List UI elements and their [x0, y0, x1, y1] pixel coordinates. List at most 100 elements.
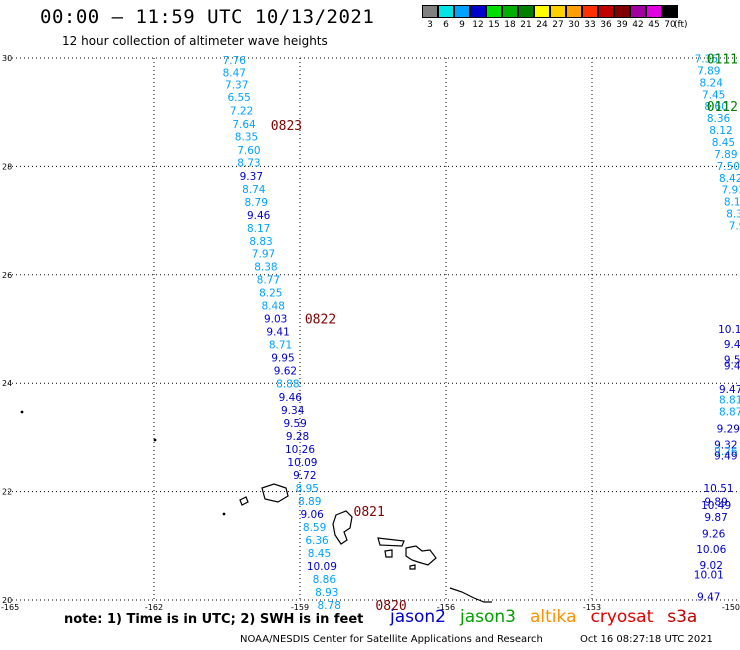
- wave-height-value: 9.72: [293, 470, 316, 482]
- legend-swatch: [422, 5, 438, 18]
- pass-time-label: 0112: [707, 100, 738, 115]
- wave-height-value: 9.34: [281, 405, 305, 417]
- wave-height-value: 9.28: [286, 431, 309, 443]
- wave-height-value: 9.26: [702, 528, 726, 540]
- wave-height-value: 10.01: [694, 570, 724, 582]
- wave-height-value: 6.55: [227, 92, 250, 104]
- island-hawaii: [449, 587, 492, 603]
- page-subtitle: 12 hour collection of altimeter wave hei…: [62, 34, 328, 48]
- legend-bin: 18: [502, 5, 518, 31]
- lon-tick-label: -156: [437, 603, 455, 612]
- wave-height-value: 10.26: [285, 444, 315, 456]
- wave-height-value: 8.45: [308, 548, 331, 560]
- footer-note: note: 1) Time is in UTC; 2) SWH is in fe…: [64, 612, 364, 627]
- pass-time-label: 0820: [375, 599, 406, 614]
- wave-height-value: 7.35: [695, 54, 718, 66]
- wave-height-value: 8.24: [700, 77, 724, 89]
- wave-height-value: 8.48: [262, 301, 285, 313]
- mission-label: jason2: [390, 607, 446, 627]
- legend-swatch: [534, 5, 550, 18]
- lat-tick-label: 26: [2, 271, 12, 280]
- legend-label: 30: [568, 20, 580, 30]
- lat-tick-label: 22: [2, 488, 12, 497]
- lat-tick-label: 28: [2, 162, 12, 171]
- wave-height-value: 9.50: [724, 354, 740, 366]
- pass-time-label: 0823: [271, 119, 302, 134]
- legend-swatch: [598, 5, 614, 18]
- legend-swatch: [470, 5, 486, 18]
- wave-height-value: 8.35: [726, 209, 740, 221]
- wave-height-value: 8.36: [707, 113, 731, 125]
- island-lanai: [384, 549, 393, 558]
- legend-swatch: [630, 5, 646, 18]
- wave-height-value: 10.51: [704, 483, 734, 495]
- wave-height-value: 7.45: [702, 89, 725, 101]
- altimeter-track-left: 7.768.477.376.55 7.227.648.357.608.739.37…: [223, 55, 341, 612]
- wave-height-value: 8.60: [704, 101, 727, 113]
- wave-height-value: 9.47: [719, 384, 740, 396]
- wave-height-value: 7.50: [717, 161, 740, 173]
- legend-label: 70: [664, 20, 676, 30]
- wave-height-value: 8.38: [254, 262, 277, 274]
- wave-height-value: 9.02: [700, 560, 723, 572]
- wave-height-value: 8.86: [313, 574, 337, 586]
- wave-height-value: 8.93: [315, 587, 338, 599]
- wave-height-value: 7.22: [230, 106, 253, 118]
- legend-swatch: [566, 5, 582, 18]
- wave-height-value: 7.76: [223, 55, 247, 67]
- legend-label: 36: [600, 20, 612, 30]
- legend-label: 27: [552, 20, 564, 30]
- wave-height-value: 9.87: [704, 512, 727, 524]
- legend-swatch: [646, 5, 662, 18]
- legend-label: 18: [504, 20, 516, 30]
- legend-bin: 42: [630, 5, 646, 31]
- lon-tick-label: -165: [1, 603, 19, 612]
- wave-height-value: 9.32: [714, 439, 737, 451]
- altimeter-track-right: 7.357.898.247.458.608.368.128.457.897.50…: [694, 54, 740, 604]
- legend-label: 42: [632, 20, 644, 30]
- legend-label: 6: [443, 20, 449, 30]
- legend-bin: 27: [550, 5, 566, 31]
- pass-time-label: 0822: [305, 313, 336, 328]
- wave-height-value: 9.29: [717, 424, 740, 436]
- wave-height-value: 8.77: [257, 275, 280, 287]
- wave-height-value: 6.36: [305, 535, 329, 547]
- islet-dot: [153, 438, 157, 442]
- pass-time-label: 0821: [354, 505, 385, 520]
- legend-bin: 45: [646, 5, 662, 31]
- island-kahoolawe: [409, 564, 416, 570]
- mission-label: s3a: [667, 607, 698, 627]
- wave-height-value: 8.45: [712, 137, 735, 149]
- wave-height-value: 8.73: [237, 158, 260, 170]
- wave-height-value: 8.25: [259, 288, 282, 300]
- legend-bin: 33: [582, 5, 598, 31]
- island-maui: [405, 545, 437, 566]
- wave-height-value: 9.59: [283, 418, 306, 430]
- wave-height-value: 9.89: [704, 496, 727, 508]
- wave-height-value: 8.88: [276, 379, 299, 391]
- wave-height-value: 7.89: [714, 149, 737, 161]
- wave-height-value: 8.10: [724, 197, 740, 209]
- map-grid: [8, 57, 738, 601]
- mission-label: jason3: [460, 607, 516, 627]
- legend-unit: (ft): [674, 20, 688, 30]
- legend-label: 12: [472, 20, 484, 30]
- lon-tick-label: -150: [722, 603, 740, 612]
- wave-height-value: 9.62: [274, 366, 297, 378]
- legend-label: 15: [488, 20, 500, 30]
- legend-swatch: [454, 5, 470, 18]
- islet-dot: [20, 410, 24, 414]
- wave-height-value: 8.17: [247, 223, 270, 235]
- wave-height-value: 9.26: [714, 446, 738, 458]
- legend-swatch: [582, 5, 598, 18]
- lat-tick-label: 24: [2, 379, 12, 388]
- lat-tick-label: 30: [2, 54, 12, 63]
- wave-height-value: 9.46: [279, 392, 303, 404]
- wave-height-value: 7.64: [232, 119, 256, 131]
- wave-height-value: 9.48: [724, 360, 740, 372]
- lon-tick-label: -162: [145, 603, 163, 612]
- wave-height-value: 9.41: [266, 327, 289, 339]
- wave-height-value: 8.83: [249, 236, 272, 248]
- legend-bin: 21: [518, 5, 534, 31]
- wave-height-value: 10.49: [701, 500, 731, 512]
